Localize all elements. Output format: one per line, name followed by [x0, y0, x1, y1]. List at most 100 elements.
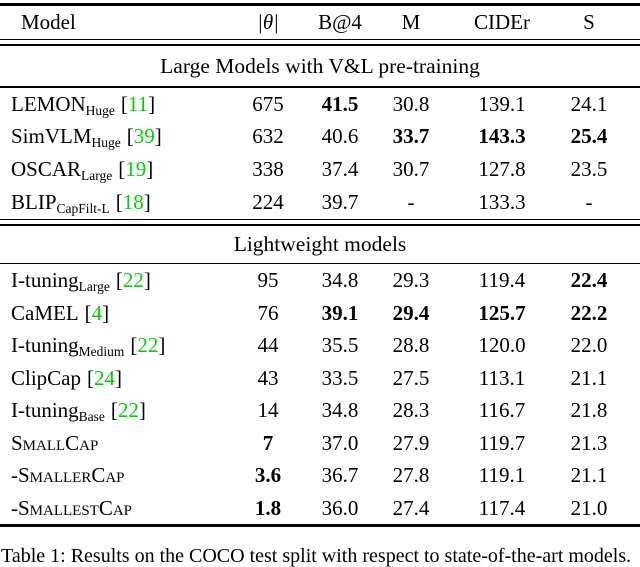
- metric-value: 120.0: [478, 333, 526, 358]
- metric-value: 113.1: [478, 365, 526, 390]
- model-cell: SimVLMHuge [39]: [0, 120, 232, 153]
- model-name: -SmallestCap: [11, 495, 133, 520]
- column-header-s: S: [583, 9, 595, 34]
- citation-number[interactable]: 39: [133, 124, 155, 149]
- metric-value: 35.5: [321, 333, 359, 358]
- model-cell: SmallCap: [0, 427, 232, 460]
- metric-value: 117.4: [478, 495, 526, 520]
- model-cell: -SmallerCap: [0, 459, 232, 492]
- metric-value: 34.8: [321, 398, 359, 423]
- citation-link[interactable]: [22]: [130, 333, 166, 358]
- metric-value: 28.3: [392, 398, 430, 423]
- metric-value: 133.3: [478, 189, 526, 214]
- metric-value: 27.8: [392, 463, 430, 488]
- citation-link[interactable]: [18]: [115, 189, 151, 214]
- metric-value: 27.9: [392, 430, 430, 455]
- metric-value: 23.5: [570, 157, 608, 182]
- metric-value: 41.5: [321, 91, 359, 116]
- citation-link[interactable]: [24]: [87, 365, 123, 390]
- model-name: LEMON: [11, 91, 86, 116]
- table-row: OSCARLarge [19] 338 37.4 30.7 127.8 23.5: [0, 153, 640, 186]
- model-cell: I-tuningBase [22]: [0, 394, 232, 427]
- metric-value: 1.8: [254, 495, 282, 520]
- metric-value: 21.0: [570, 495, 608, 520]
- citation-number[interactable]: 24: [94, 365, 116, 390]
- metric-value: 30.8: [392, 91, 430, 116]
- metric-value: 338: [252, 157, 284, 182]
- model-cell: -SmallestCap: [0, 492, 232, 525]
- citation-number[interactable]: 22: [137, 333, 159, 358]
- citation-link[interactable]: [4]: [84, 300, 110, 325]
- metric-value: 3.6: [254, 463, 282, 488]
- model-subscript: Large: [81, 168, 113, 184]
- metric-value: 27.5: [392, 365, 430, 390]
- citation-link[interactable]: [19]: [118, 157, 154, 182]
- metric-value: 21.1: [570, 365, 608, 390]
- model-subscript: Medium: [78, 344, 125, 360]
- model-cell: I-tuningMedium [22]: [0, 329, 232, 362]
- metric-value: 34.8: [321, 268, 359, 293]
- table-row: ClipCap [24] 43 33.5 27.5 113.1 21.1: [0, 362, 640, 395]
- table-row: -SmallestCap 1.8 36.0 27.4 117.4 21.0: [0, 492, 640, 525]
- section-rule: [0, 85, 640, 88]
- metric-value: 25.4: [570, 124, 608, 149]
- header-double-rule: [0, 39, 640, 46]
- citation-number[interactable]: 18: [122, 189, 144, 214]
- citation-link[interactable]: [11]: [120, 91, 156, 116]
- citation-link[interactable]: [39]: [126, 124, 162, 149]
- metric-value: 40.6: [321, 124, 359, 149]
- model-name: BLIP: [11, 189, 57, 214]
- metric-value: 28.8: [392, 333, 430, 358]
- column-header-model: Model: [21, 9, 76, 34]
- metric-value: 21.1: [570, 463, 608, 488]
- model-cell: LEMONHuge [11]: [0, 88, 232, 121]
- model-name: I-tuning: [11, 268, 79, 293]
- metric-value: 119.4: [478, 268, 526, 293]
- metric-value: 127.8: [478, 157, 526, 182]
- citation-number[interactable]: 22: [117, 398, 139, 423]
- metric-value: 24.1: [570, 91, 608, 116]
- metric-value: -: [585, 189, 593, 214]
- table-top-rule: [0, 3, 640, 6]
- column-header-cider: CIDEr: [474, 9, 530, 34]
- metric-value: 37.4: [321, 157, 359, 182]
- model-name: SmallCap: [11, 430, 99, 455]
- section-header-large-models: Large Models with V&L pre-training: [160, 53, 480, 78]
- model-name: ClipCap: [11, 365, 82, 390]
- table-row: I-tuningLarge [22] 95 34.8 29.3 119.4 22.4: [0, 264, 640, 297]
- metric-value: 632: [252, 124, 284, 149]
- model-name: OSCAR: [11, 157, 82, 182]
- metric-value: 14: [257, 398, 279, 423]
- metric-value: 22.2: [570, 300, 608, 325]
- model-name: -SmallerCap: [11, 463, 125, 488]
- citation-link[interactable]: [22]: [110, 398, 146, 423]
- metric-value: 143.3: [478, 124, 526, 149]
- metric-value: 36.7: [321, 463, 359, 488]
- metric-value: -: [407, 189, 415, 214]
- table-row: BLIPCapFilt-L [18] 224 39.7 - 133.3 -: [0, 186, 640, 219]
- column-header-b4: B@4: [318, 9, 362, 34]
- model-cell: OSCARLarge [19]: [0, 153, 232, 186]
- section-lightweight-rows: I-tuningLarge [22] 95 34.8 29.3 119.4 22.4 Ca…: [0, 264, 640, 524]
- metric-value: 29.4: [392, 300, 430, 325]
- metric-value: 95: [257, 268, 279, 293]
- metric-value: 36.0: [321, 495, 359, 520]
- citation-number[interactable]: 22: [122, 268, 144, 293]
- model-cell: I-tuningLarge [22]: [0, 264, 232, 297]
- citation-link[interactable]: [22]: [115, 268, 151, 293]
- citation-number[interactable]: 4: [91, 300, 103, 325]
- metric-value: 22.0: [570, 333, 608, 358]
- citation-number[interactable]: 11: [127, 91, 149, 116]
- metric-value: 29.3: [392, 268, 430, 293]
- metric-value: 139.1: [478, 91, 526, 116]
- model-subscript: CapFilt-L: [56, 200, 110, 216]
- section-rule: [0, 262, 640, 265]
- metric-value: 39.7: [321, 189, 359, 214]
- model-name: CaMEL: [11, 300, 79, 325]
- model-name: SimVLM: [11, 124, 92, 149]
- table-row: I-tuningMedium [22] 44 35.5 28.8 120.0 22.0: [0, 329, 640, 362]
- table-row: SimVLMHuge [39] 632 40.6 33.7 143.3 25.4: [0, 120, 640, 153]
- citation-number[interactable]: 19: [125, 157, 147, 182]
